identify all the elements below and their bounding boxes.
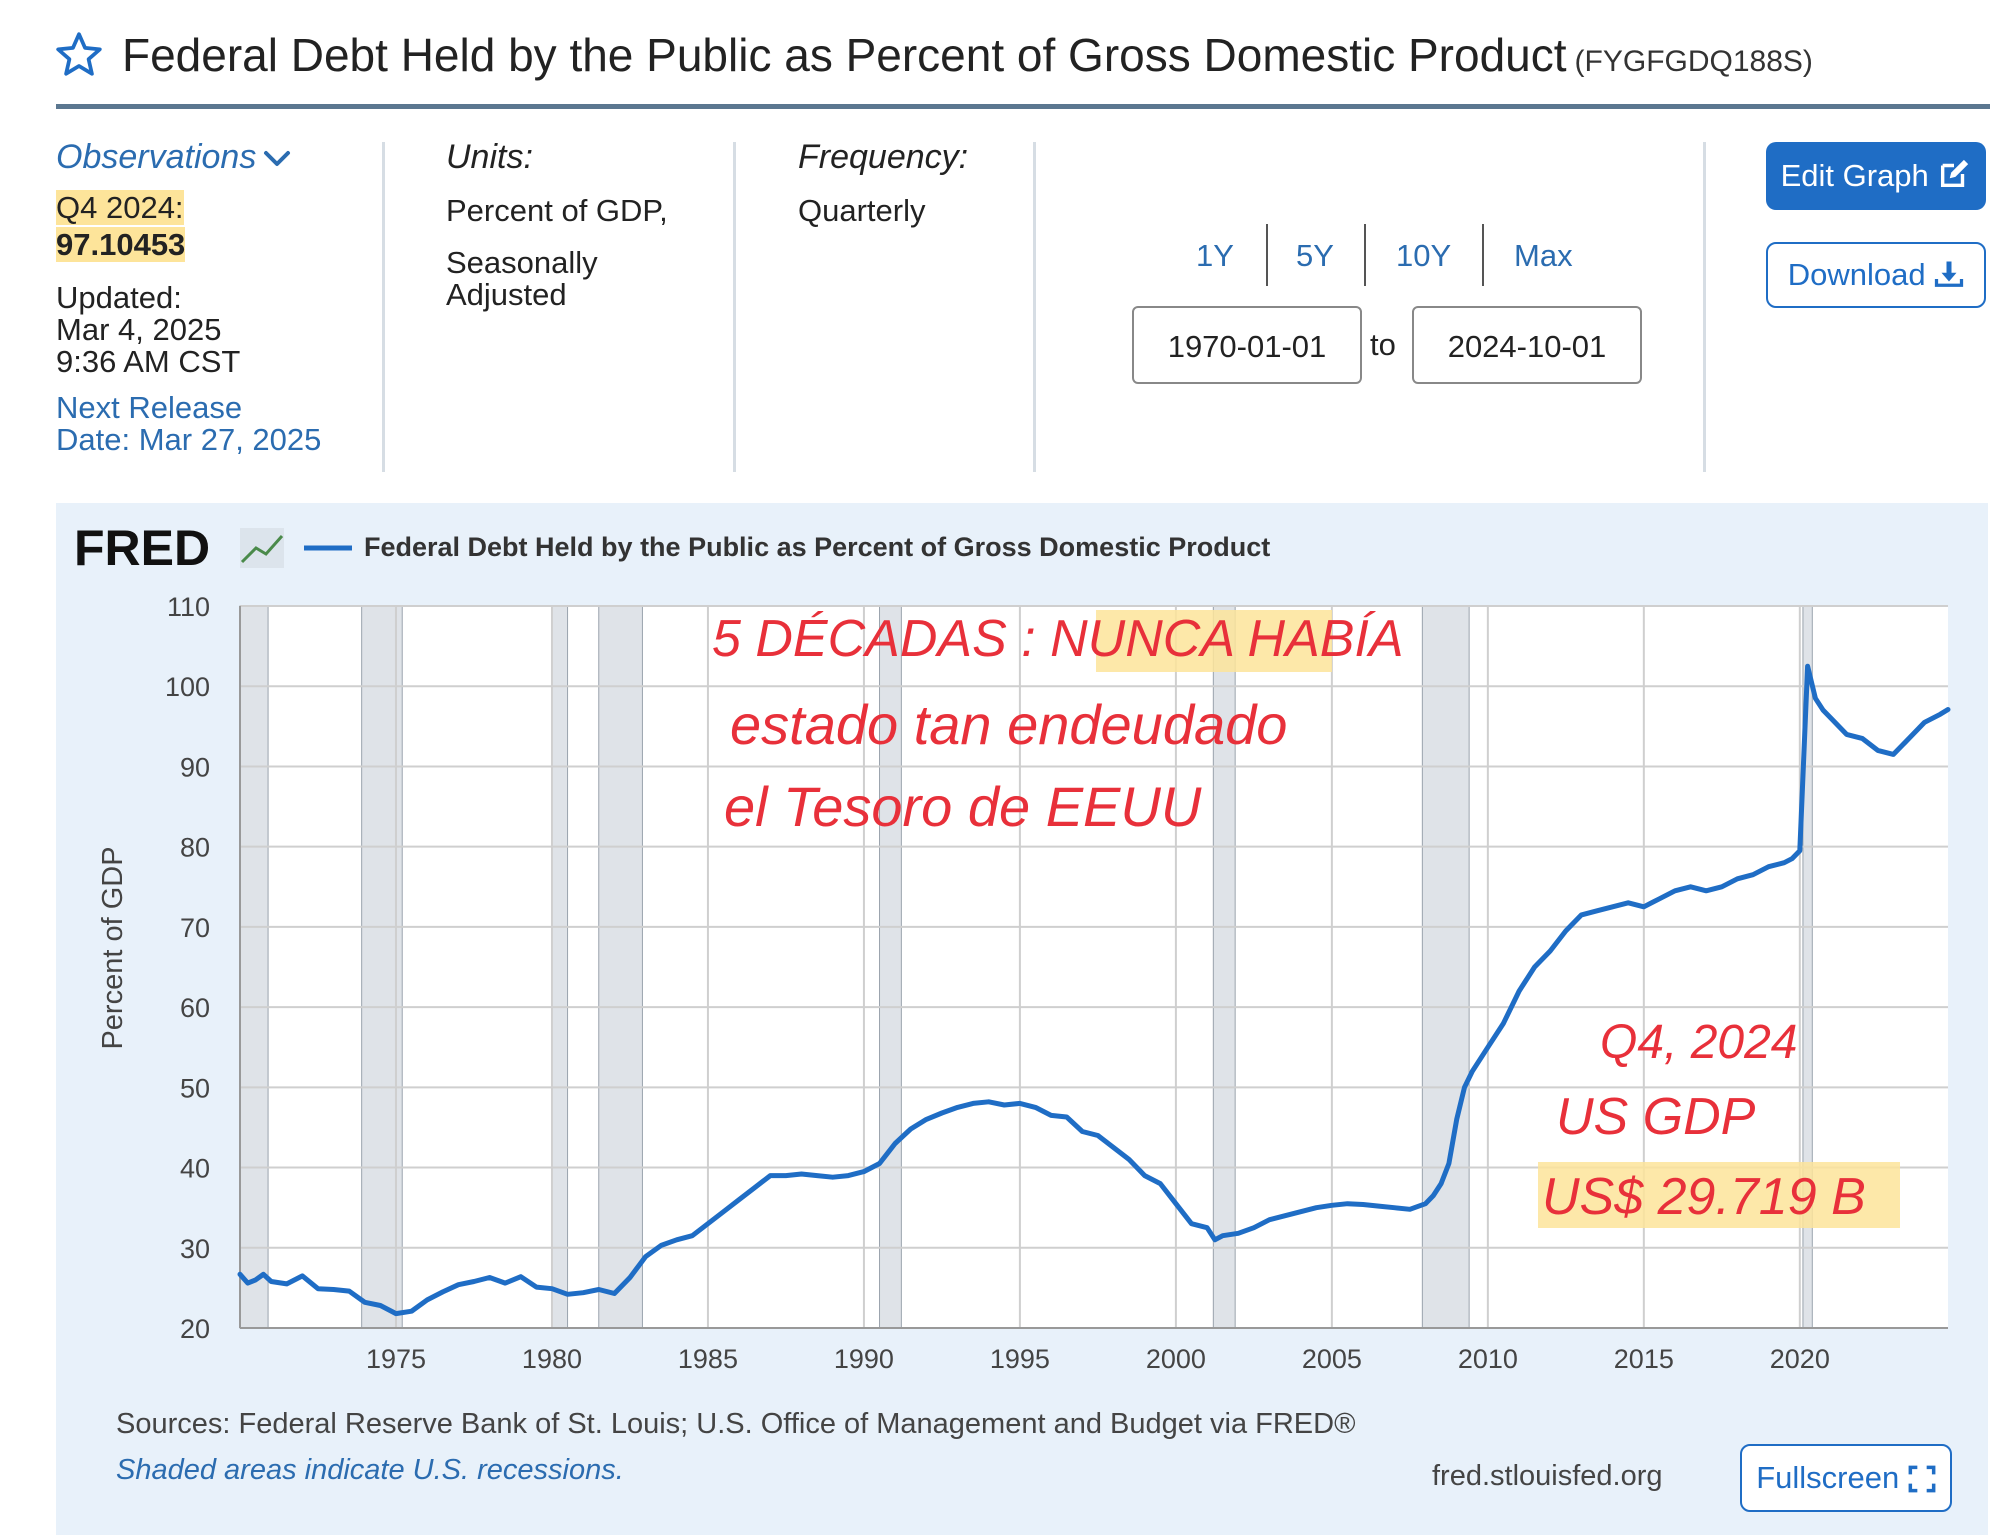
x-tick-label: 2010 [1458,1344,1518,1374]
units-value-1: Percent of GDP, [446,193,668,228]
download-button[interactable]: Download [1766,242,1986,308]
chart-title: Federal Debt Held by the Public as Perce… [364,532,1270,562]
frequency-label: Frequency: [798,138,969,176]
recession-band [239,605,269,1329]
y-tick-label: 50 [180,1073,210,1103]
favorite-star-icon[interactable] [54,30,104,80]
x-tick-label: 2000 [1146,1344,1206,1374]
column-divider [382,142,385,472]
x-tick-label: 1990 [834,1344,894,1374]
y-tick-label: 30 [180,1234,210,1264]
units-label: Units: [446,138,533,176]
y-tick-label: 70 [180,913,210,943]
y-tick-label: 20 [180,1314,210,1344]
annotation-line-1: 5 DÉCADAS : NUNCA HABÍA [712,610,1404,668]
handwritten-annotations: 5 DÉCADAS : NUNCA HABÍA estado tan endeu… [712,610,1900,1228]
annotation-line-3: el Tesoro de EEUU [724,775,1202,838]
updated-label: Updated: [56,280,182,315]
observations-dropdown[interactable]: Observations [56,138,292,179]
column-divider [1703,142,1706,472]
recession-band [1421,605,1470,1329]
fred-logo-chart-icon [240,528,284,568]
y-tick-label: 100 [165,672,210,702]
download-icon [1935,261,1964,287]
observation-date-text: Q4 2024: [56,190,184,225]
edit-graph-label: Edit Graph [1780,158,1929,193]
updated-date: Mar 4, 2025 [56,312,222,347]
y-tick-label: 80 [180,833,210,863]
next-release-line2: Date: Mar 27, 2025 [56,422,322,457]
y-tick-label: 40 [180,1154,210,1184]
period-1y-button[interactable]: 1Y [1196,238,1234,273]
x-tick-label: 1975 [366,1344,426,1374]
sources-text: Sources: Federal Reserve Bank of St. Lou… [116,1408,1356,1440]
units-value-2: Seasonally [446,245,598,280]
updated-time: 9:36 AM CST [56,344,241,379]
column-divider [1033,142,1036,472]
annotation-highlight [1096,610,1332,672]
annotation-line-5: US GDP [1556,1088,1756,1146]
recession-note: Shaded areas indicate U.S. recessions. [116,1454,624,1486]
y-tick-label: 60 [180,993,210,1023]
start-date-input[interactable]: 1970-01-01 [1132,306,1362,384]
edit-graph-button[interactable]: Edit Graph [1766,142,1986,210]
y-tick-label: 90 [180,752,210,782]
units-value-3: Adjusted [446,277,567,312]
fullscreen-button[interactable]: Fullscreen [1740,1444,1952,1512]
x-tick-label: 2020 [1770,1344,1830,1374]
series-id: (FYGFGDQ188S) [1574,45,1813,78]
period-5y-button[interactable]: 5Y [1296,238,1334,273]
x-tick-label: 2005 [1302,1344,1362,1374]
next-release-link[interactable]: Next Release Date: Mar 27, 2025 [56,392,321,456]
chevron-down-icon [262,140,292,179]
x-tick-label: 1980 [522,1344,582,1374]
y-tick-label: 110 [167,592,210,622]
page-title: Federal Debt Held by the Public as Perce… [122,28,1813,82]
y-axis-label: Percent of GDP [97,846,129,1049]
download-label: Download [1787,257,1926,292]
period-max-button[interactable]: Max [1514,238,1573,273]
column-divider [733,142,736,472]
series-line [237,663,1951,1317]
site-url[interactable]: fred.stlouisfed.org [1432,1460,1663,1492]
observation-value-text: 97.10453 [56,227,186,262]
observation-value: 97.10453 [56,226,186,264]
edit-icon [1941,159,1969,188]
header-divider [56,104,1990,109]
date-range-to-label: to [1370,327,1396,362]
annotation-line-6: US$ 29.719 B [1542,1168,1866,1226]
observation-date: Q4 2024: [56,190,184,226]
x-tick-label: 1985 [678,1344,738,1374]
period-10y-button[interactable]: 10Y [1396,238,1452,273]
observations-label: Observations [56,138,257,176]
recession-band [551,605,569,1329]
fullscreen-label: Fullscreen [1756,1460,1900,1495]
updated-info: Updated: Mar 4, 2025 9:36 AM CST [56,282,240,378]
annotation-line-4: Q4, 2024 [1600,1016,1797,1069]
end-date-input[interactable]: 2024-10-01 [1412,306,1642,384]
next-release-line1: Next Release [56,390,243,425]
x-tick-label: 2015 [1614,1344,1674,1374]
fullscreen-icon [1908,1465,1936,1493]
series-title: Federal Debt Held by the Public as Perce… [122,29,1567,81]
period-divider [1266,224,1268,286]
fred-logo: FRED [74,520,210,576]
x-tick-label: 1995 [990,1344,1050,1374]
recession-band [598,605,643,1329]
annotation-highlight [1538,1162,1900,1228]
annotation-line-2: estado tan endeudado [730,693,1287,756]
period-divider [1364,224,1366,286]
period-divider [1482,224,1484,286]
frequency-value: Quarterly [798,193,926,228]
